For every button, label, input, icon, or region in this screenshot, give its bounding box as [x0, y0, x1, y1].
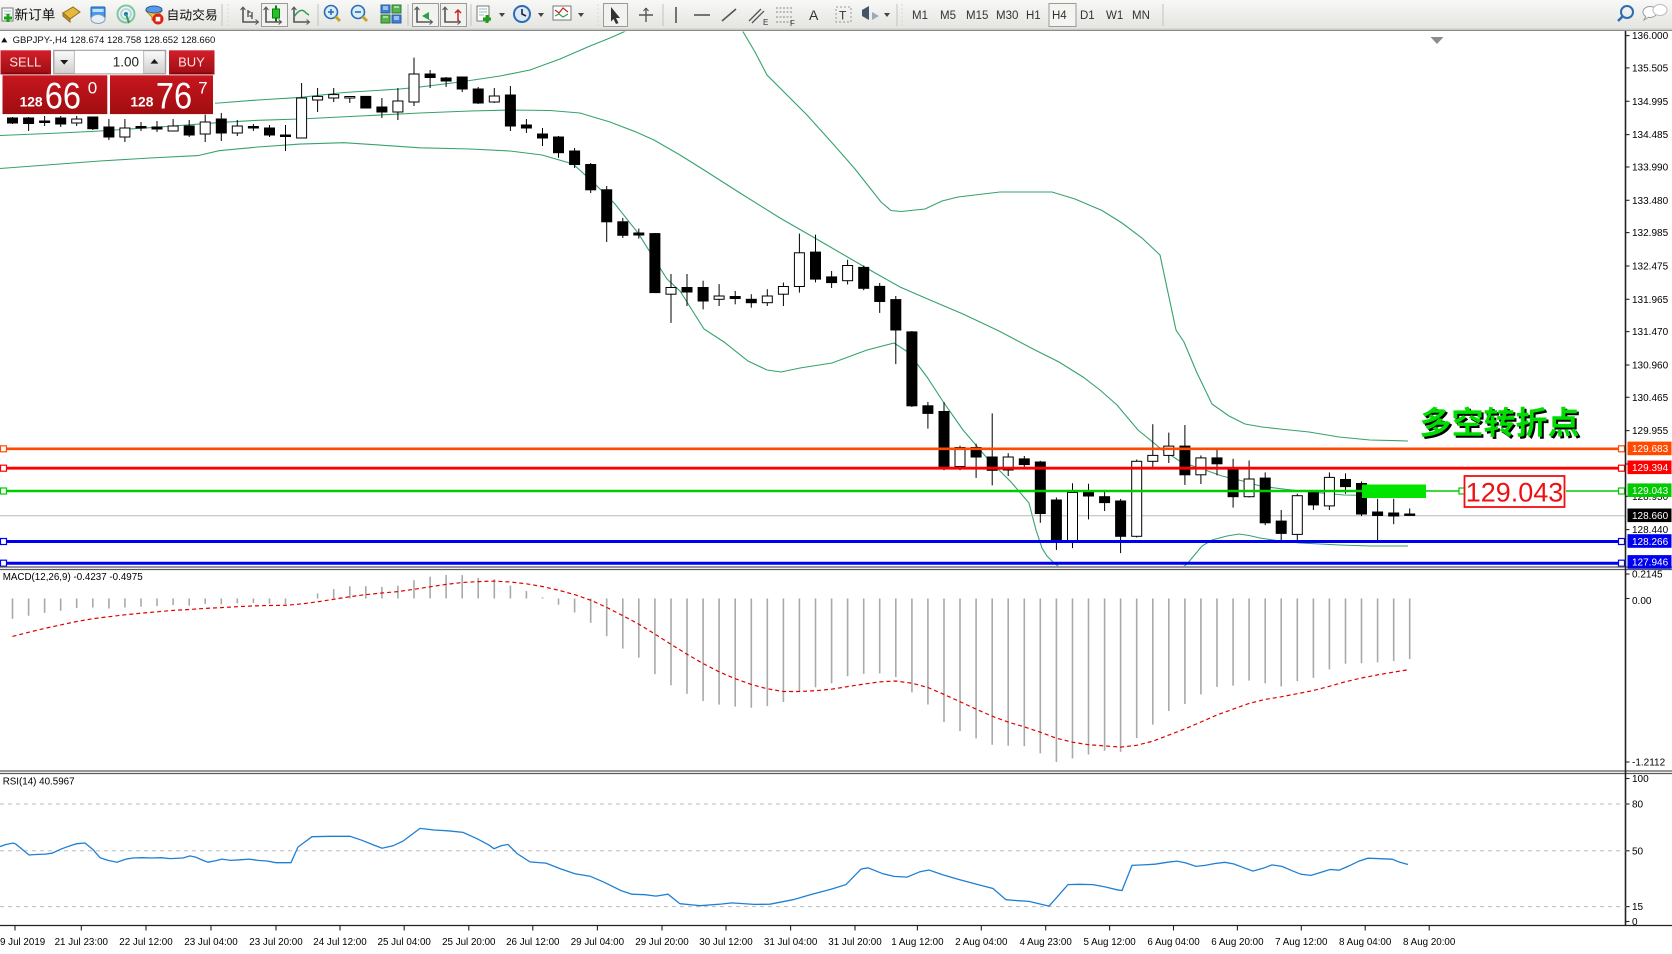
svg-text:9 Jul 2019: 9 Jul 2019	[0, 937, 45, 948]
svg-text:29 Jul 04:00: 29 Jul 04:00	[571, 937, 625, 948]
svg-text:76: 76	[156, 75, 192, 116]
svg-text:134.485: 134.485	[1632, 130, 1669, 141]
svg-text:136.000: 136.000	[1632, 31, 1669, 42]
svg-text:0: 0	[1632, 917, 1638, 928]
svg-text:7: 7	[198, 79, 207, 98]
svg-text:133.990: 133.990	[1632, 163, 1669, 174]
svg-text:132.475: 132.475	[1632, 262, 1669, 273]
svg-text:D1: D1	[1080, 10, 1095, 22]
svg-text:W1: W1	[1106, 10, 1123, 22]
svg-text:7 Aug 12:00: 7 Aug 12:00	[1275, 937, 1328, 948]
svg-text:127.946: 127.946	[1632, 558, 1669, 569]
svg-text:30 Jul 12:00: 30 Jul 12:00	[699, 937, 753, 948]
svg-text:129.394: 129.394	[1632, 463, 1669, 474]
svg-text:29 Jul 20:00: 29 Jul 20:00	[635, 937, 689, 948]
svg-text:50: 50	[1632, 846, 1644, 857]
svg-text:6 Aug 04:00: 6 Aug 04:00	[1147, 937, 1200, 948]
svg-text:129.955: 129.955	[1632, 426, 1669, 437]
svg-text:M15: M15	[966, 10, 988, 22]
svg-text:H1: H1	[1026, 10, 1041, 22]
svg-text:F: F	[790, 19, 795, 28]
svg-text:130.960: 130.960	[1632, 361, 1669, 372]
svg-text:134.995: 134.995	[1632, 97, 1669, 108]
svg-text:MACD(12,26,9) -0.4237 -0.4975: MACD(12,26,9) -0.4237 -0.4975	[3, 572, 144, 583]
svg-text:128: 128	[130, 95, 153, 110]
svg-text:A: A	[809, 7, 819, 23]
svg-text:129.683: 129.683	[1632, 444, 1669, 455]
svg-text:5 Aug 12:00: 5 Aug 12:00	[1083, 937, 1136, 948]
svg-text:6 Aug 20:00: 6 Aug 20:00	[1211, 937, 1264, 948]
svg-text:0.2145: 0.2145	[1632, 569, 1663, 580]
svg-text:24 Jul 12:00: 24 Jul 12:00	[313, 937, 367, 948]
svg-text:31 Jul 04:00: 31 Jul 04:00	[764, 937, 818, 948]
svg-text:15: 15	[1632, 902, 1644, 913]
svg-text:M30: M30	[996, 10, 1018, 22]
svg-text:135.505: 135.505	[1632, 64, 1669, 75]
svg-text:2 Aug 04:00: 2 Aug 04:00	[955, 937, 1008, 948]
svg-text:23 Jul 04:00: 23 Jul 04:00	[184, 937, 238, 948]
svg-text:25 Jul 04:00: 25 Jul 04:00	[378, 937, 432, 948]
svg-text:128.660: 128.660	[1632, 511, 1669, 522]
svg-text:128.674 128.758 128.652 128.66: 128.674 128.758 128.652 128.660	[70, 35, 215, 46]
svg-text:8 Aug 20:00: 8 Aug 20:00	[1403, 937, 1456, 948]
svg-text:M1: M1	[912, 10, 928, 22]
svg-text:131.470: 131.470	[1632, 327, 1669, 338]
svg-text:129.043: 129.043	[1632, 486, 1669, 497]
svg-text:131.965: 131.965	[1632, 295, 1669, 306]
svg-text:128: 128	[20, 95, 43, 110]
svg-text:129.043: 129.043	[1466, 478, 1564, 508]
svg-text:132.985: 132.985	[1632, 228, 1669, 239]
svg-text:1.00: 1.00	[113, 54, 139, 69]
svg-text:GBPJPY-,H4: GBPJPY-,H4	[13, 35, 68, 46]
svg-text:0.00: 0.00	[1632, 596, 1652, 607]
svg-text:M5: M5	[940, 10, 956, 22]
svg-text:25 Jul 20:00: 25 Jul 20:00	[442, 937, 496, 948]
svg-text:23 Jul 20:00: 23 Jul 20:00	[249, 937, 303, 948]
svg-text:128.950: 128.950	[1632, 492, 1669, 503]
svg-text:0: 0	[88, 79, 97, 98]
svg-text:133.480: 133.480	[1632, 196, 1669, 207]
svg-text:128.266: 128.266	[1632, 537, 1669, 548]
svg-text:SELL: SELL	[9, 55, 41, 70]
svg-text:22 Jul 12:00: 22 Jul 12:00	[119, 937, 173, 948]
svg-text:31 Jul 20:00: 31 Jul 20:00	[828, 937, 882, 948]
svg-text:RSI(14) 40.5967: RSI(14) 40.5967	[3, 777, 75, 788]
svg-text:128.440: 128.440	[1632, 525, 1669, 536]
svg-text:MN: MN	[1132, 10, 1150, 22]
svg-text:66: 66	[45, 75, 81, 116]
svg-text:-1.2112: -1.2112	[1632, 757, 1666, 768]
svg-text:100: 100	[1632, 774, 1649, 785]
svg-text:130.465: 130.465	[1632, 393, 1669, 404]
svg-text:8 Aug 04:00: 8 Aug 04:00	[1339, 937, 1392, 948]
svg-text:4 Aug 23:00: 4 Aug 23:00	[1020, 937, 1073, 948]
svg-text:H4: H4	[1052, 10, 1067, 22]
svg-text:21 Jul 23:00: 21 Jul 23:00	[55, 937, 109, 948]
svg-text:26 Jul 12:00: 26 Jul 12:00	[506, 937, 560, 948]
svg-text:BUY: BUY	[178, 55, 205, 70]
svg-text:T: T	[839, 9, 847, 23]
svg-text:1 Aug 12:00: 1 Aug 12:00	[891, 937, 944, 948]
svg-text:80: 80	[1632, 800, 1644, 811]
svg-text:E: E	[763, 18, 768, 27]
